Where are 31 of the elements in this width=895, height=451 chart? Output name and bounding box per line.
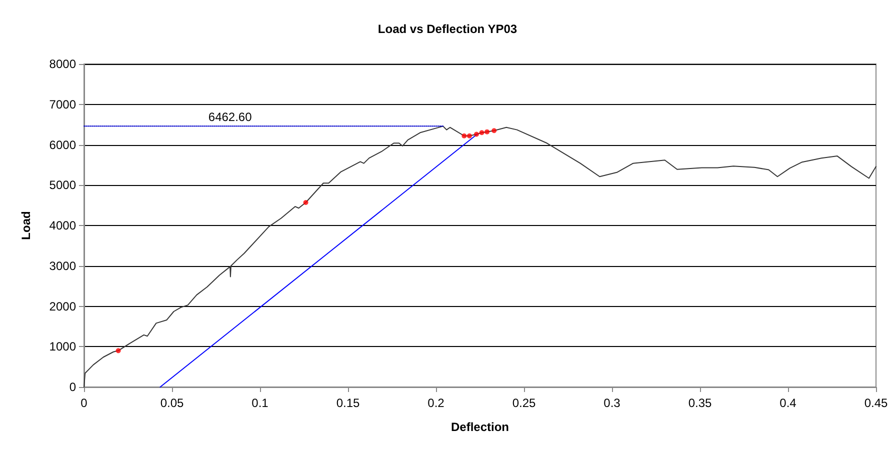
x-tick-label: 0.4: [780, 396, 797, 410]
point: [466, 133, 472, 138]
y-tick-label: 6000: [49, 138, 76, 152]
x-tick-label: 0.45: [864, 396, 888, 410]
y-tick-label: 8000: [49, 57, 76, 71]
y-tick-label: 4000: [49, 218, 76, 232]
y-tick-label: 0: [69, 380, 76, 394]
y-tick-label: 1000: [49, 340, 76, 354]
x-tick-label: 0.05: [160, 396, 184, 410]
x-axis-title: Deflection: [450, 420, 510, 434]
point: [484, 129, 490, 134]
y-tick-label: 7000: [49, 97, 76, 112]
annotation: 6462.60: [208, 110, 252, 124]
point: [462, 133, 467, 138]
y-axis-title: Load: [19, 211, 33, 240]
point: [303, 200, 308, 205]
point: [474, 132, 479, 137]
x-tick-label: 0.35: [688, 396, 712, 410]
x-tick-label: 0.1: [252, 396, 269, 410]
y-tick-label: 3000: [49, 258, 76, 273]
point: [116, 348, 121, 354]
x-tick-label: 0.3: [604, 396, 621, 410]
y-tick-label: 5000: [49, 178, 76, 192]
x-tick-label: 0.15: [336, 396, 360, 410]
point: [492, 128, 497, 134]
point: [479, 130, 484, 136]
chart-title: Load vs Deflection YP03: [378, 22, 518, 36]
y-tick-label: 2000: [49, 299, 76, 314]
x-tick-label: 0.25: [512, 396, 536, 410]
x-tick-label: 0: [80, 396, 88, 410]
x-tick-label: 0.2: [428, 396, 445, 410]
